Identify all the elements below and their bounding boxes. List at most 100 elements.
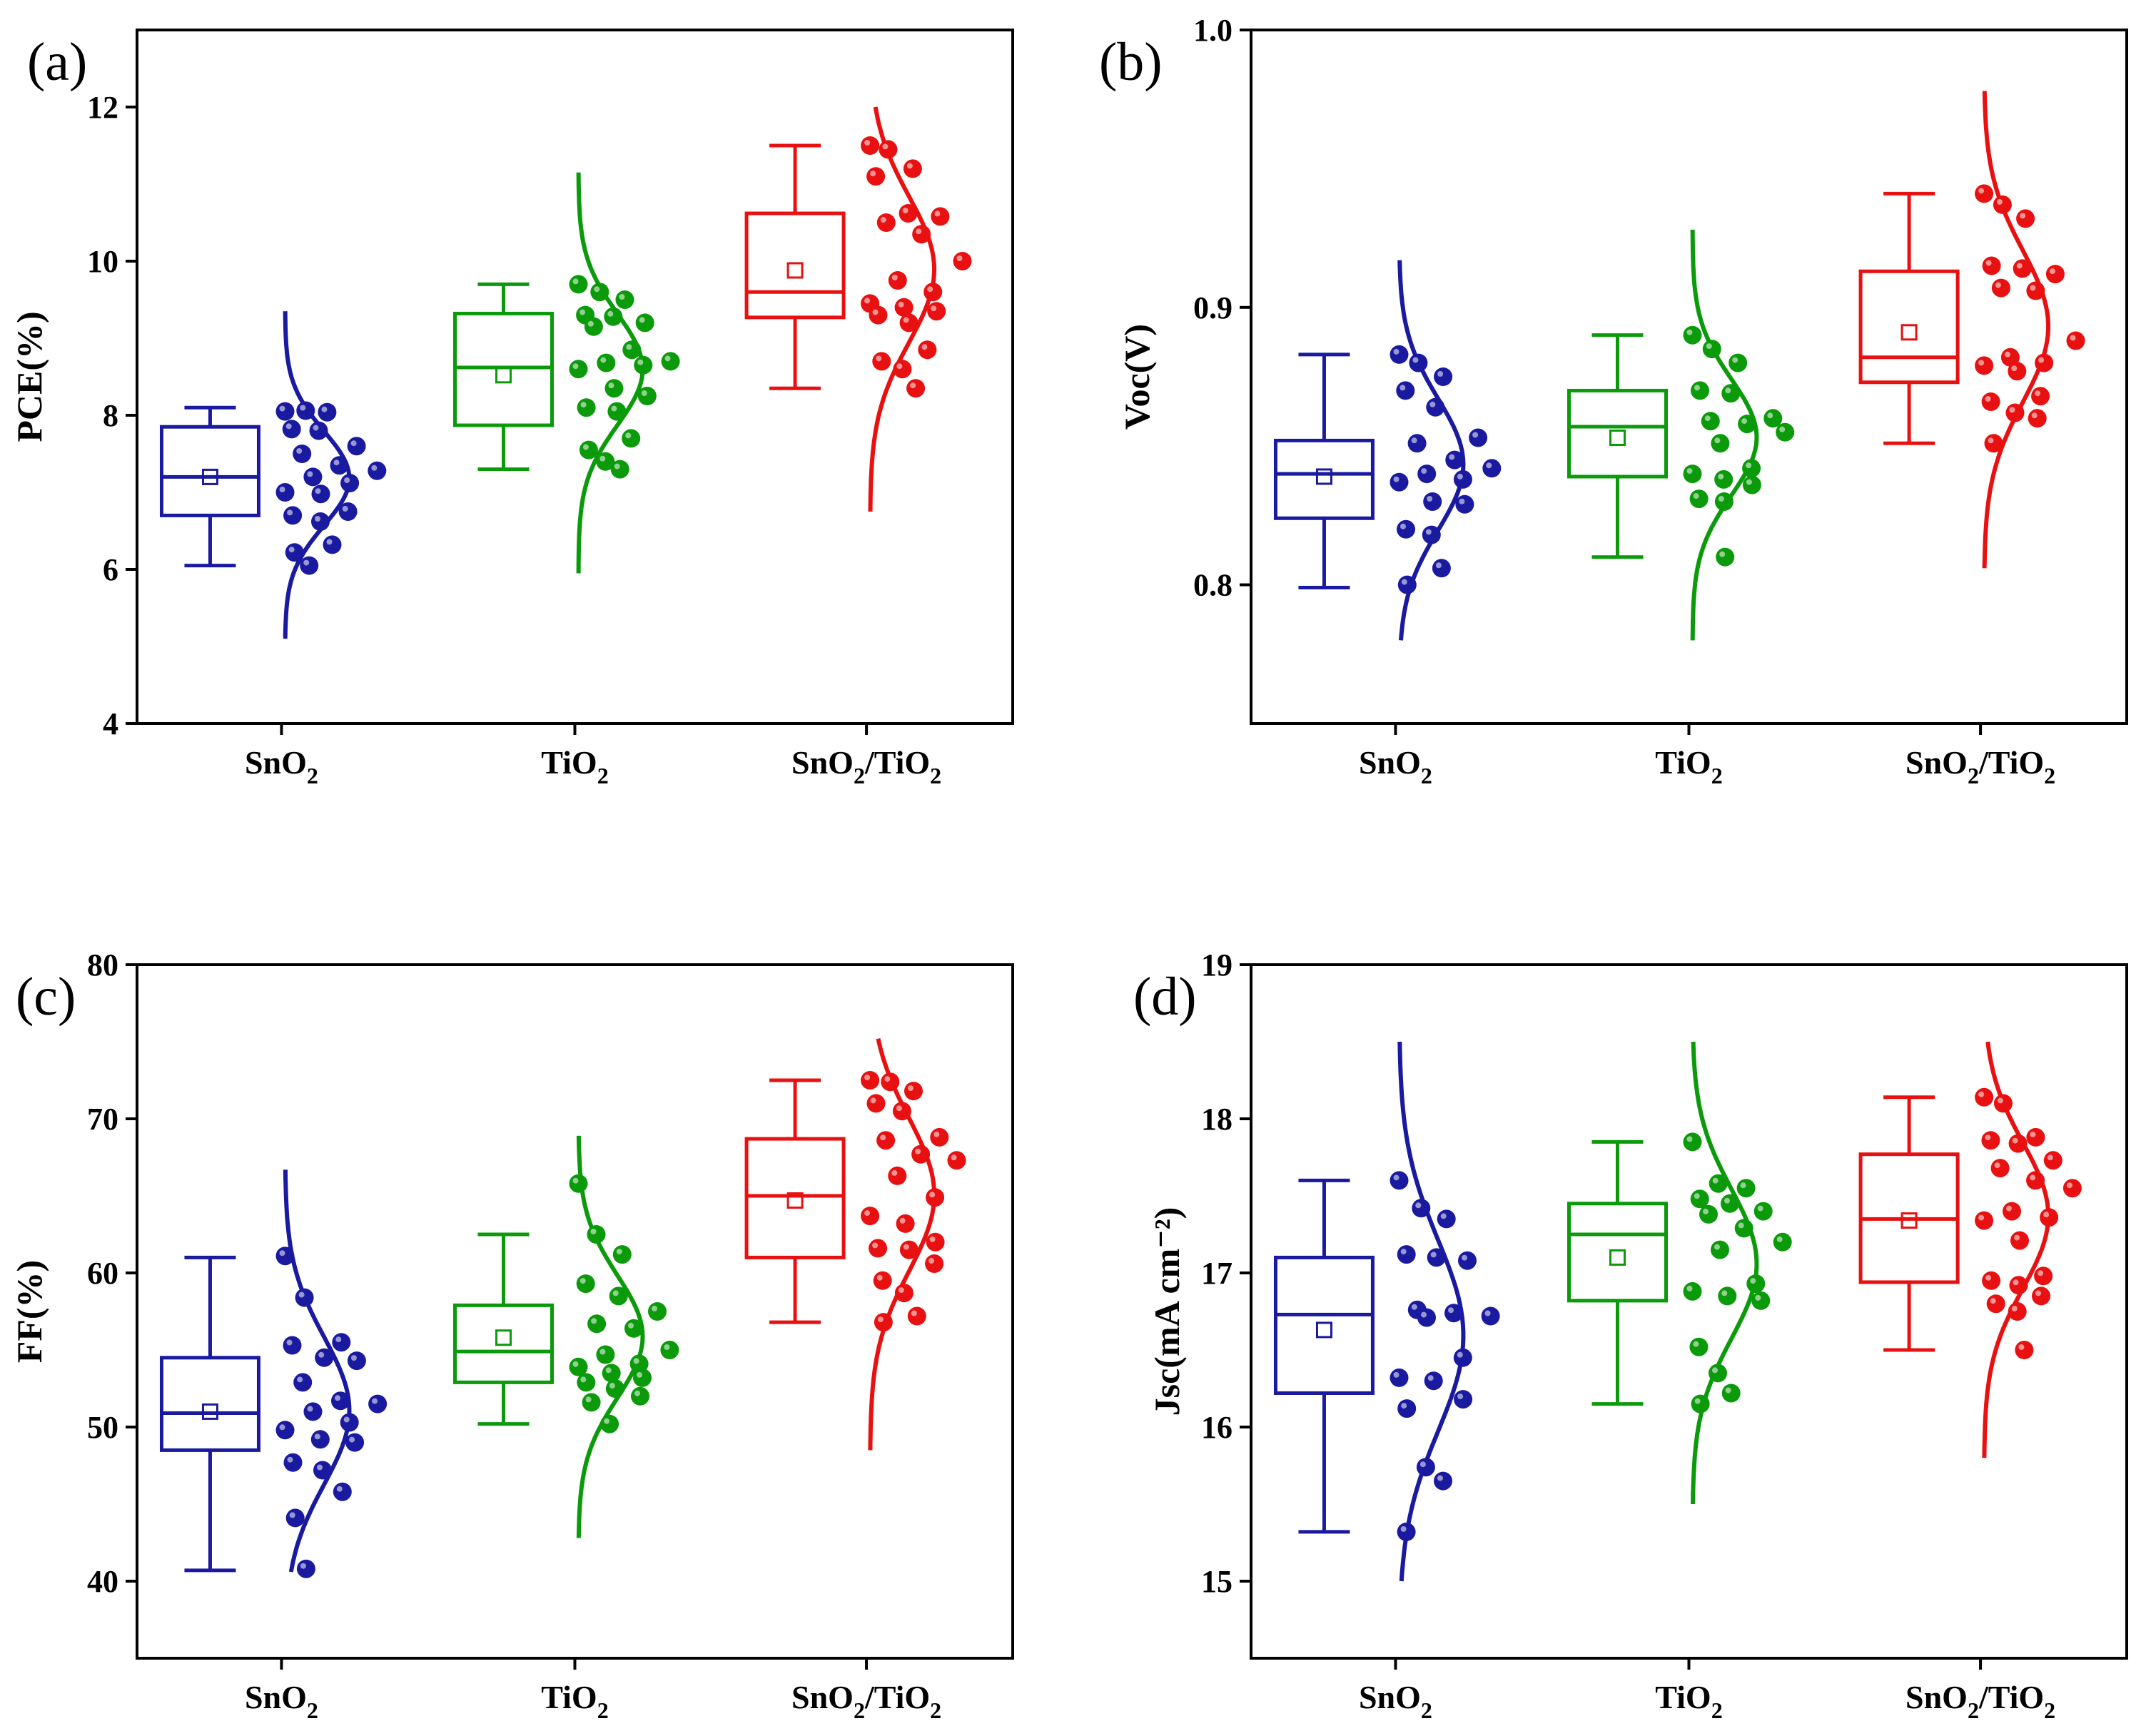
data-point [2026, 281, 2045, 300]
plot-frame [1250, 29, 2128, 725]
data-point [1683, 325, 1702, 345]
data-point [2026, 1127, 2045, 1147]
data-point [872, 352, 891, 371]
mean-marker [1315, 468, 1332, 485]
iqr-box [453, 311, 554, 427]
data-point [577, 1373, 596, 1392]
data-point-highlight [1440, 1213, 1447, 1219]
data-point-highlight [1704, 415, 1711, 422]
data-point-highlight [2070, 335, 2076, 341]
data-point-highlight [298, 1291, 305, 1298]
data-point-highlight [2018, 1344, 2025, 1350]
iqr-box [159, 1356, 260, 1452]
data-point-highlight [1457, 1394, 1464, 1400]
x-category-label: TiO2 [541, 1679, 608, 1723]
data-point [609, 1286, 628, 1306]
data-point-highlight [1712, 1367, 1718, 1374]
x-category-label: SnO2/TiO2 [791, 744, 941, 788]
data-point [1683, 465, 1702, 484]
data-point-highlight [1725, 1387, 1731, 1394]
data-point [879, 140, 898, 159]
data-point-highlight [1411, 437, 1417, 444]
data-point-highlight [1435, 562, 1442, 569]
data-point [2034, 1267, 2053, 1286]
data-point-highlight [1738, 1222, 1744, 1229]
data-point [899, 1240, 918, 1259]
data-point [1975, 1211, 1994, 1230]
data-point [2016, 209, 2035, 228]
data-point-highlight [350, 440, 357, 447]
mean-marker [495, 367, 512, 384]
data-point [597, 353, 616, 372]
data-point-highlight [605, 1367, 612, 1374]
data-point [1701, 412, 1720, 431]
distribution-curve [283, 1169, 352, 1573]
data-point-highlight [1746, 479, 1752, 485]
data-point [861, 1071, 880, 1090]
data-point-highlight [2035, 1290, 2041, 1296]
y-axis-label: Jsc(mA cm⁻²) [1147, 1207, 1187, 1416]
data-point-highlight [1714, 1244, 1720, 1250]
data-point-highlight [884, 1076, 891, 1082]
data-point-highlight [1393, 1371, 1400, 1378]
data-point-highlight [1732, 357, 1738, 363]
data-point-highlight [870, 1097, 876, 1104]
data-point-highlight [1776, 1236, 1783, 1242]
data-point [622, 340, 642, 360]
x-category-label: SnO2/TiO2 [791, 1679, 941, 1723]
data-point [861, 136, 880, 155]
data-point [866, 1094, 886, 1113]
data-point [1397, 519, 1415, 539]
data-point-highlight [321, 406, 328, 412]
data-point [309, 421, 328, 440]
data-point [283, 1453, 303, 1472]
data-point [2015, 1341, 2034, 1359]
data-point [1417, 1308, 1436, 1327]
series-TiO2 [453, 172, 680, 574]
data-point [1481, 1306, 1500, 1326]
data-point [1417, 465, 1437, 484]
data-point [1390, 472, 1409, 492]
data-point-highlight [1718, 473, 1724, 479]
data-point-highlight [911, 1310, 917, 1316]
data-point [1702, 340, 1721, 359]
series-TiO2 [1567, 229, 1795, 641]
mean-marker [1900, 1212, 1918, 1229]
data-point-highlight [910, 382, 916, 389]
data-point [2031, 387, 2050, 406]
data-point-highlight [864, 1075, 871, 1080]
data-point-highlight [572, 1177, 579, 1184]
data-point [888, 271, 907, 290]
data-point [602, 1364, 621, 1383]
distribution-curve [576, 172, 645, 574]
iqr-box [744, 211, 846, 320]
data-point-highlight [903, 1244, 909, 1250]
data-point [1444, 1304, 1463, 1323]
data-point [1982, 256, 2001, 275]
y-tick-label: 80 [87, 948, 118, 983]
data-point-highlight [908, 1085, 913, 1092]
y-axis-label: FF(%) [9, 1260, 49, 1363]
data-point-highlight [335, 1395, 340, 1401]
data-point-highlight [664, 355, 671, 362]
data-point-highlight [604, 1418, 610, 1424]
data-point-highlight [287, 509, 293, 516]
data-point [2003, 1202, 2021, 1221]
mean-marker [1609, 1249, 1626, 1266]
data-point-highlight [612, 1290, 619, 1296]
data-point [1416, 1458, 1435, 1477]
data-point-highlight [1421, 468, 1427, 474]
data-point [607, 402, 627, 421]
data-point-highlight [951, 1154, 957, 1161]
data-point [1699, 1204, 1718, 1224]
data-point-highlight [1755, 1294, 1761, 1301]
data-point [1390, 345, 1409, 364]
data-point [876, 1131, 896, 1150]
data-point-highlight [637, 1371, 642, 1378]
data-point-highlight [2011, 365, 2018, 372]
data-point [1721, 1384, 1741, 1403]
data-point [2026, 1171, 2045, 1190]
data-point [894, 1284, 913, 1303]
data-point-highlight [333, 460, 340, 466]
data-point [1994, 1094, 2013, 1113]
